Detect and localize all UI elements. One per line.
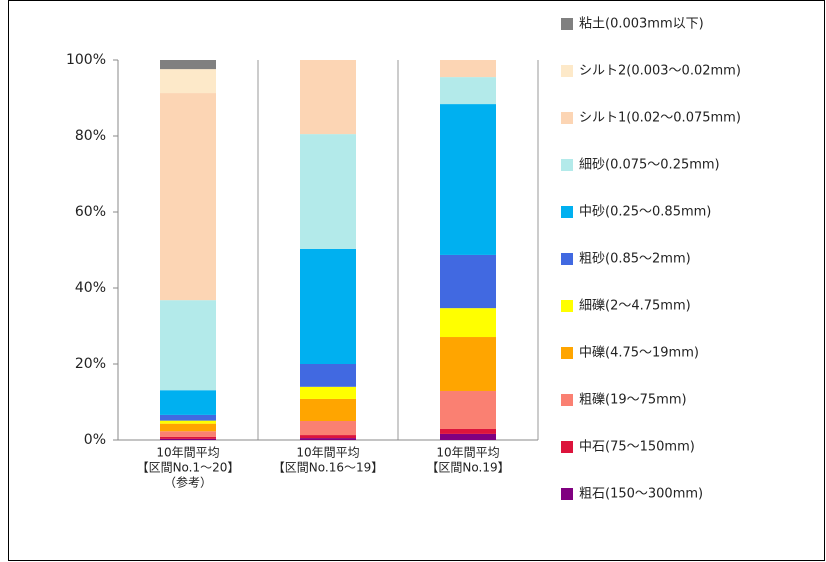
x-tick-label: 【区間No.19】 [426,461,509,475]
y-tick-label: 0% [84,432,106,448]
x-tick-label: 【区間No.16～19】 [273,461,383,475]
bar-segment [440,104,496,255]
bar-segment [160,60,216,70]
bar-segment [440,254,496,309]
bar-segment [160,438,216,440]
bar-segment [300,435,356,439]
y-tick-label: 60% [75,204,106,220]
legend-swatch [561,65,573,77]
bar-segment [300,421,356,436]
bar-segment [160,300,216,391]
x-tick-label: 【区間No.1～20】 [137,461,240,475]
x-tick-label: 10年間平均 [296,446,359,460]
legend-label: 粗石(150～300mm) [579,487,703,502]
legend-swatch [561,253,573,265]
frame [8,0,825,561]
bar-segment [300,386,356,399]
y-tick-label: 100% [66,52,106,68]
legend-label: 粗礫(19～75mm) [579,392,687,408]
bar-segment [160,423,216,432]
bar-segment [300,398,356,421]
bar-segment [440,390,496,429]
legend-label: 粗砂(0.85～2mm) [579,252,691,267]
bar-segment [160,431,216,437]
legend-label: 中石(75～150mm) [579,440,695,455]
legend-swatch [561,206,573,218]
bar-segment [440,60,496,78]
bar-segment [300,364,356,387]
bar-segment [440,433,496,440]
legend-swatch [561,159,573,171]
legend-swatch [561,394,573,406]
bar-segment [160,436,216,439]
bar-segment [160,414,216,421]
bar-segment [160,93,216,301]
y-tick-label: 80% [75,128,106,144]
legend-label: 中礫(4.75～19mm) [579,345,699,361]
legend-swatch [561,347,573,359]
bar-segment [160,69,216,94]
bar-segment [160,420,216,424]
legend-swatch [561,18,573,30]
x-tick-label: （参考） [164,475,212,490]
y-tick-label: 20% [75,356,106,372]
bar-segment [440,337,496,391]
y-tick-label: 40% [75,280,106,296]
bar-segment [440,308,496,338]
legend-swatch [561,300,573,312]
legend-swatch [561,112,573,124]
bar-segment [300,60,356,135]
legend-swatch [561,441,573,453]
bar-segment [160,390,216,415]
bar-segment [300,134,356,249]
legend-label: 細砂(0.075～0.25mm) [579,158,720,173]
legend-label: シルト2(0.003～0.02mm) [579,64,741,79]
x-tick-label: 10年間平均 [156,446,219,460]
bar-segment [440,77,496,105]
legend-label: シルト1(0.02～0.075mm) [579,111,741,126]
legend-swatch [561,488,573,500]
legend-label: 中砂(0.25～0.85mm) [579,205,711,220]
x-tick-label: 10年間平均 [436,446,499,460]
legend-label: 粘土(0.003mm以下) [579,17,704,32]
bar-segment [300,248,356,364]
legend-label: 細礫(2～4.75mm) [579,298,691,314]
bar-segment [300,438,356,440]
bar-segment [440,428,496,434]
